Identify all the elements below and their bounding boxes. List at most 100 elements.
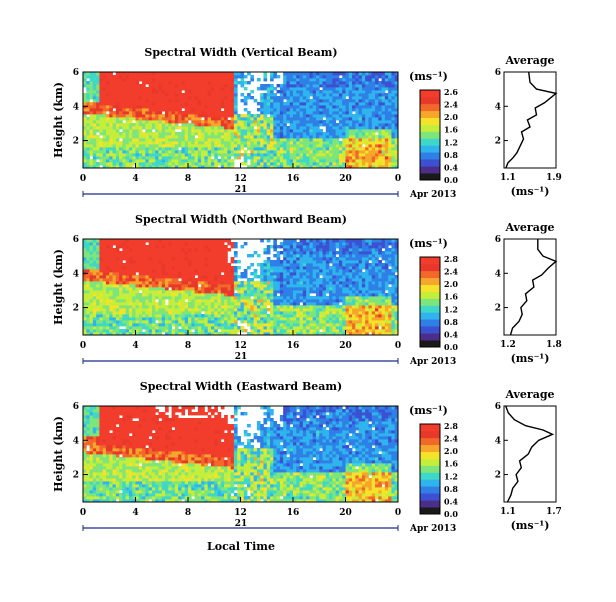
heatmap-cell (224, 311, 228, 314)
heatmap-cell (188, 284, 192, 287)
heatmap-cell (204, 129, 208, 132)
heatmap-cell (303, 299, 307, 302)
heatmap-cell (218, 135, 222, 138)
heatmap-cell (283, 302, 287, 305)
heatmap-cell (178, 245, 182, 248)
heatmap-cell (191, 141, 195, 144)
heatmap-cell (204, 281, 208, 284)
heatmap-cell (336, 102, 340, 105)
heatmap-cell (139, 135, 143, 138)
heatmap-cell (339, 141, 343, 144)
heatmap-cell (260, 120, 264, 123)
heatmap-cell (106, 254, 110, 257)
heatmap-cell (260, 111, 264, 114)
heatmap-cell (218, 263, 222, 266)
heatmap-cell (99, 239, 103, 242)
heatmap-cell (349, 90, 353, 93)
heatmap-cell (149, 272, 153, 275)
heatmap-cell (267, 260, 271, 263)
heatmap-cell (336, 117, 340, 120)
heatmap-cell (319, 147, 323, 150)
heatmap-cell (162, 275, 166, 278)
heatmap-cell (346, 114, 350, 117)
heatmap-cell (136, 269, 140, 272)
heatmap-cell (175, 308, 179, 311)
heatmap-cell (339, 108, 343, 111)
heatmap-cell (129, 75, 133, 78)
heatmap-cell (277, 290, 281, 293)
heatmap-cell (332, 90, 336, 93)
heatmap-cell (195, 147, 199, 150)
heatmap-cell (309, 114, 313, 117)
heatmap-cell (142, 242, 146, 245)
heatmap-cell (185, 287, 189, 290)
heatmap-cell (332, 96, 336, 99)
heatmap-cell (247, 281, 251, 284)
heatmap-cell (368, 126, 372, 129)
heatmap-cell (198, 263, 202, 266)
heatmap-cell (204, 329, 208, 332)
heatmap-cell (90, 129, 94, 132)
heatmap-cell (188, 105, 192, 108)
heatmap-cell (221, 290, 225, 293)
heatmap-cell (270, 320, 274, 323)
heatmap-cell (352, 150, 356, 153)
heatmap-cell (241, 326, 245, 329)
heatmap-cell (339, 102, 343, 105)
heatmap-cell (201, 272, 205, 275)
heatmap-cell (336, 129, 340, 132)
heatmap-cell (195, 284, 199, 287)
heatmap-cell (247, 96, 251, 99)
heatmap-cell (237, 290, 241, 293)
heatmap-cell (257, 132, 261, 135)
heatmap-cell (168, 245, 172, 248)
heatmap-cell (355, 87, 359, 90)
heatmap-cell (250, 96, 254, 99)
heatmap-cell (106, 81, 110, 84)
heatmap-cell (273, 108, 277, 111)
heatmap-cell (132, 111, 136, 114)
heatmap-cell (152, 132, 156, 135)
heatmap-cell (391, 138, 395, 141)
heatmap-cell (122, 75, 126, 78)
heatmap-cell (86, 144, 90, 147)
heatmap-cell (211, 302, 215, 305)
heatmap-cell (267, 257, 271, 260)
heatmap-cell (329, 105, 333, 108)
heatmap-cell (181, 135, 185, 138)
heatmap-cell (316, 93, 320, 96)
heatmap-cell (152, 305, 156, 308)
heatmap-cell (165, 153, 169, 156)
heatmap-cell (126, 302, 130, 305)
heatmap-cell (139, 266, 143, 269)
heatmap-cell (323, 84, 327, 87)
heatmap-cell (142, 326, 146, 329)
heatmap-cell (218, 320, 222, 323)
heatmap-cell (378, 159, 382, 162)
heatmap-cell (152, 251, 156, 254)
heatmap-cell (293, 323, 297, 326)
heatmap-cell (188, 293, 192, 296)
heatmap-cell (263, 272, 267, 275)
heatmap-cell (391, 162, 395, 165)
heatmap-cell (158, 114, 162, 117)
heatmap-cell (149, 135, 153, 138)
heatmap-cell (273, 135, 277, 138)
heatmap-cell (355, 75, 359, 78)
heatmap-cell (172, 126, 176, 129)
heatmap-cell (342, 126, 346, 129)
heatmap-cell (109, 269, 113, 272)
heatmap-cell (188, 314, 192, 317)
heatmap-cell (221, 242, 225, 245)
heatmap-cell (106, 123, 110, 126)
heatmap-cell (208, 126, 212, 129)
heatmap-cell (152, 296, 156, 299)
heatmap-cell (139, 242, 143, 245)
heatmap-cell (385, 78, 389, 81)
heatmap-cell (293, 132, 297, 135)
heatmap-cell (168, 105, 172, 108)
heatmap-cell (260, 290, 264, 293)
heatmap-cell (142, 144, 146, 147)
heatmap-cell (188, 87, 192, 90)
heatmap-cell (254, 141, 258, 144)
